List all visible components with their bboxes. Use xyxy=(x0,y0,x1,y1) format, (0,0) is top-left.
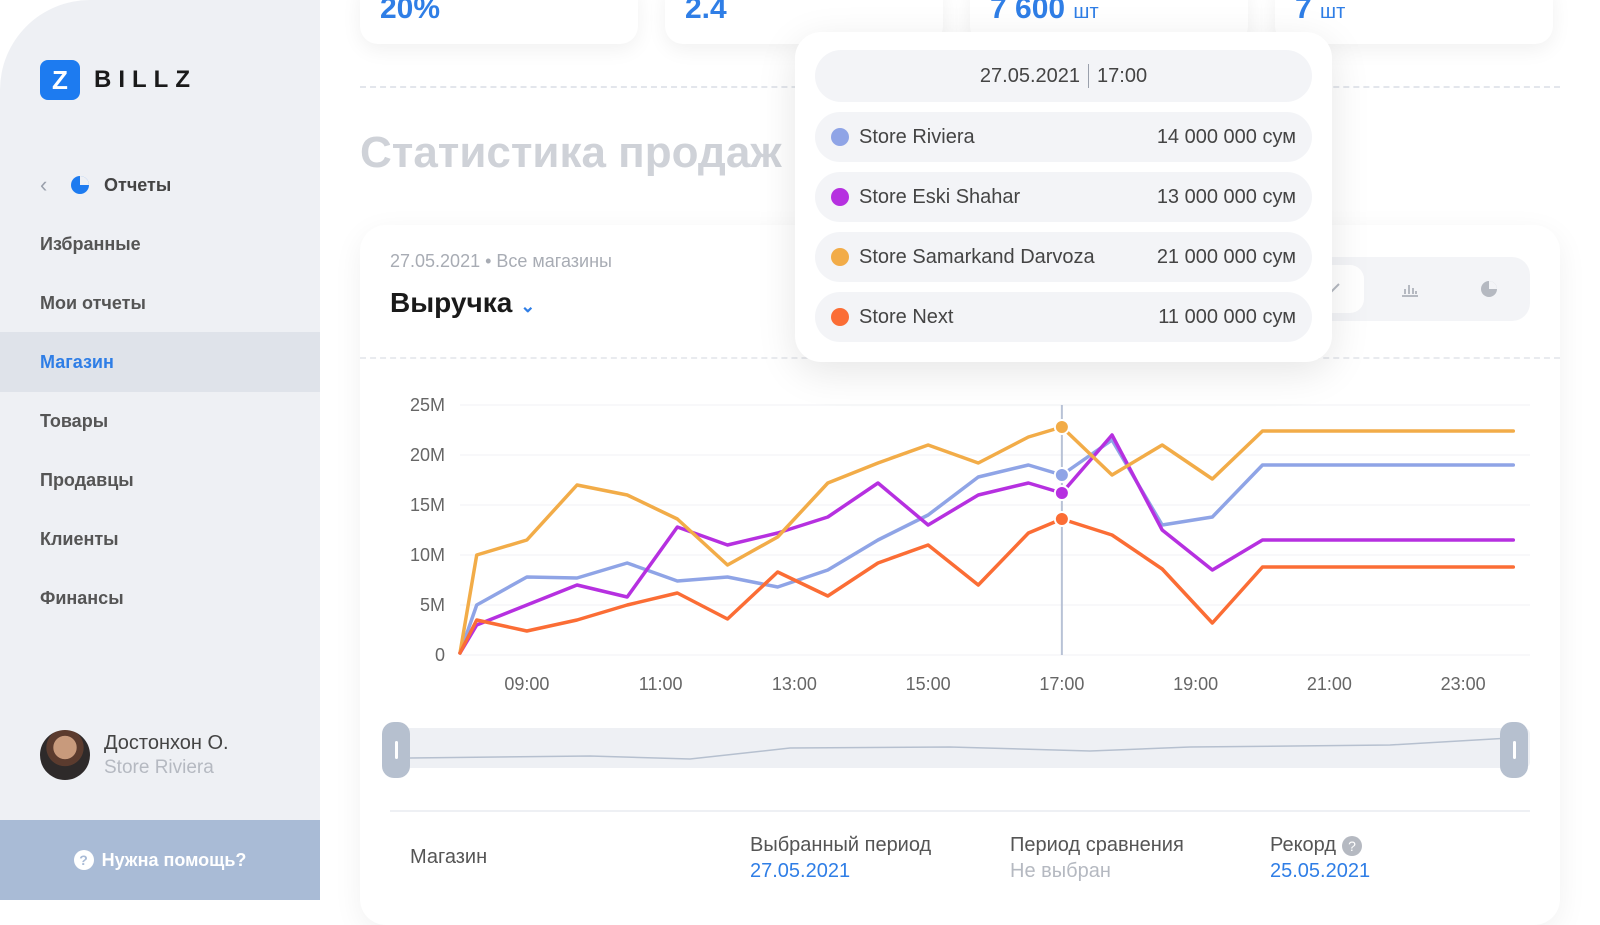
table-header-record[interactable]: Рекорд? xyxy=(1270,834,1363,857)
x-tick-label: 11:00 xyxy=(639,674,683,694)
sidebar: Z BILLZ ‹ Отчеты Избранные Мои отчеты Ма… xyxy=(0,0,320,900)
tooltip-value: 21 000 000 сум xyxy=(1156,245,1296,268)
x-tick-label: 15:00 xyxy=(906,674,951,694)
sidebar-item-sellers[interactable]: Продавцы xyxy=(40,469,134,490)
user-profile[interactable]: Достонхон О. Store Riviera xyxy=(40,730,229,780)
reports-back-row[interactable]: ‹ Отчеты xyxy=(40,172,171,198)
tooltip-date: 27.05.2021 xyxy=(979,64,1081,87)
tooltip-store: Store Riviera xyxy=(859,125,975,148)
kpi-value: 20% xyxy=(380,0,441,25)
tooltip-value: 11 000 000 сум xyxy=(1158,305,1296,328)
chevron-left-icon[interactable]: ‹ xyxy=(40,172,48,197)
series-dot-icon xyxy=(831,188,849,206)
sidebar-item-clients[interactable]: Клиенты xyxy=(40,528,119,549)
series-dot-icon xyxy=(831,248,849,266)
avatar[interactable] xyxy=(40,730,90,780)
help-button[interactable]: ? Нужна помощь? xyxy=(0,820,320,900)
brand-name: BILLZ xyxy=(94,66,197,93)
y-tick-label: 5M xyxy=(420,595,445,615)
tooltip-row: Store Riviera 14 000 000 сум xyxy=(815,112,1312,162)
y-tick-label: 15M xyxy=(410,495,445,515)
range-preview-line xyxy=(409,737,1511,760)
help-label: Нужна помощь? xyxy=(101,849,247,870)
tooltip-store: Store Eski Shahar xyxy=(859,185,1021,208)
brand-logo[interactable]: Z BILLZ xyxy=(40,60,197,100)
x-tick-label: 13:00 xyxy=(772,674,817,694)
series-dot-icon xyxy=(831,128,849,146)
pie-chart-icon xyxy=(1481,281,1497,297)
tooltip-store: Store Next xyxy=(859,305,954,328)
selected-period-value[interactable]: 27.05.2021 xyxy=(750,860,851,882)
section-title: Статистика продаж xyxy=(360,128,782,177)
bar-chart-icon xyxy=(1402,285,1418,297)
tooltip-row: Store Next 11 000 000 сум xyxy=(815,292,1312,342)
sidebar-item-store[interactable]: Магазин xyxy=(0,332,320,392)
series-line xyxy=(458,517,1516,655)
kpi-value: 2.4 xyxy=(685,0,727,25)
y-tick-label: 10M xyxy=(410,545,445,565)
sidebar-item-finance[interactable]: Финансы xyxy=(40,587,124,608)
highlight-point xyxy=(1053,419,1070,435)
revenue-line-chart[interactable]: 0 5M 10M 15M 20M 25M 09:00 11:00 13:00 15:00 17:00… xyxy=(0,0,1600,900)
sidebar-item-products[interactable]: Товары xyxy=(40,410,109,431)
range-end-handle[interactable] xyxy=(1500,722,1528,778)
y-tick-label: 0 xyxy=(435,645,445,665)
compare-period-value[interactable]: Не выбран xyxy=(1010,860,1111,882)
divider xyxy=(390,810,1530,812)
chart-subtitle: 27.05.2021 • Все магазины xyxy=(390,251,612,271)
range-start-handle[interactable] xyxy=(382,722,410,778)
bar-view-button[interactable] xyxy=(1377,265,1443,313)
user-store: Store Riviera xyxy=(104,756,214,778)
series-line xyxy=(458,433,1516,655)
tooltip-value: 14 000 000 сум xyxy=(1156,125,1296,148)
x-tick-label: 09:00 xyxy=(504,674,549,694)
reports-label: Отчеты xyxy=(104,174,172,195)
tooltip-time: 17:00 xyxy=(1097,64,1148,87)
time-range-slider[interactable] xyxy=(382,722,1530,778)
table-header-compare[interactable]: Период сравнения xyxy=(1010,834,1184,856)
series-line xyxy=(458,438,1516,655)
y-tick-label: 25M xyxy=(410,395,445,415)
table-header-store[interactable]: Магазин xyxy=(410,846,488,868)
tooltip-row: Store Samarkand Darvoza 21 000 000 сум xyxy=(815,232,1312,282)
sidebar-item-favorites[interactable]: Избранные xyxy=(40,233,141,254)
sidebar-item-my-reports[interactable]: Мои отчеты xyxy=(40,292,146,313)
table-header-period[interactable]: Выбранный период xyxy=(750,834,932,856)
x-tick-label: 21:00 xyxy=(1307,674,1352,694)
tooltip-header: 27.05.2021 17:00 xyxy=(815,50,1312,102)
y-tick-label: 20M xyxy=(410,445,445,465)
x-tick-label: 23:00 xyxy=(1441,674,1486,694)
logo-mark-icon: Z xyxy=(40,60,80,100)
highlight-point xyxy=(1053,467,1070,483)
tooltip-store: Store Samarkand Darvoza xyxy=(859,245,1095,268)
x-tick-label: 17:00 xyxy=(1039,674,1084,694)
kpi-card[interactable]: 20% xyxy=(360,0,638,44)
series-dot-icon xyxy=(831,308,849,326)
record-date-value[interactable]: 25.05.2021 xyxy=(1270,860,1371,882)
question-icon: ? xyxy=(73,850,94,870)
kpi-value: 7 шт xyxy=(1295,0,1346,25)
pie-chart-icon xyxy=(71,176,89,194)
metric-selector[interactable]: Выручка ⌄ xyxy=(390,287,535,319)
info-icon[interactable]: ? xyxy=(1342,835,1363,856)
kpi-value: 7 600 шт xyxy=(990,0,1099,25)
chevron-down-icon[interactable]: ⌄ xyxy=(520,296,536,316)
metric-label: Выручка xyxy=(390,287,513,318)
pie-view-button[interactable] xyxy=(1456,265,1522,313)
series-line xyxy=(458,425,1516,655)
highlight-point xyxy=(1053,511,1070,527)
x-tick-label: 19:00 xyxy=(1173,674,1218,694)
tooltip-row: Store Eski Shahar 13 000 000 сум xyxy=(815,172,1312,222)
chart-tooltip: 27.05.2021 17:00 Store Riviera 14 000 000… xyxy=(795,32,1332,362)
highlight-point xyxy=(1053,485,1070,501)
user-name: Достонхон О. xyxy=(104,731,229,754)
tooltip-value: 13 000 000 сум xyxy=(1156,185,1296,208)
